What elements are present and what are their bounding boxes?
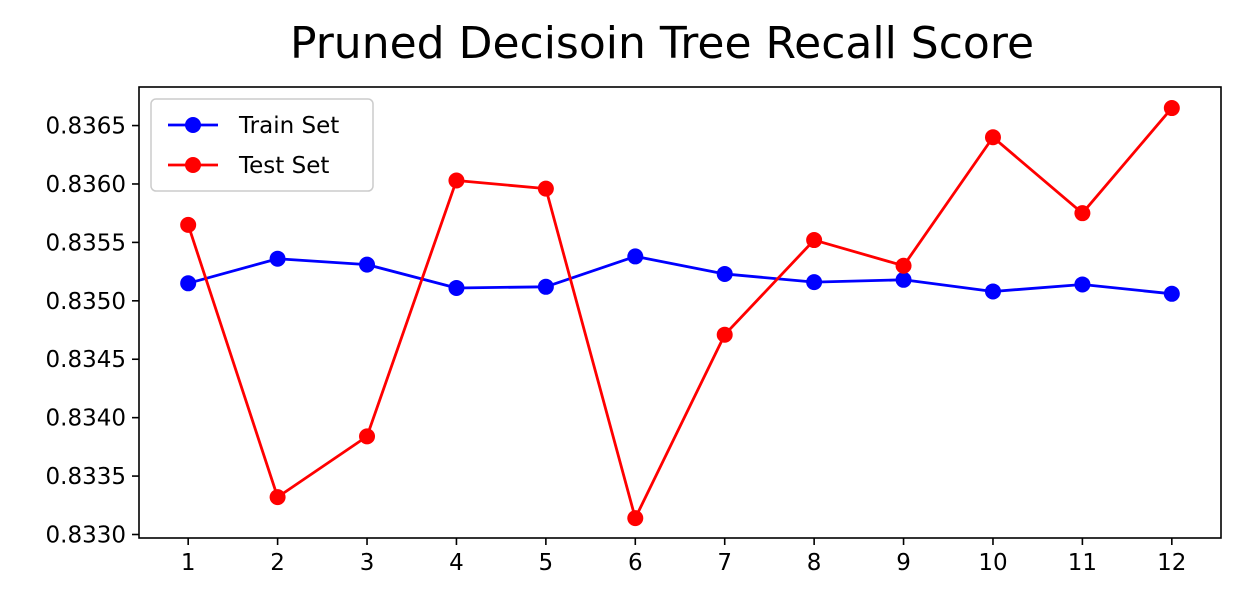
x-tick-label: 10	[978, 550, 1007, 576]
y-tick-label: 0.8335	[46, 464, 126, 490]
series-train-set	[180, 248, 1180, 302]
data-point-test-set	[895, 257, 912, 274]
data-point-test-set	[1163, 100, 1180, 117]
x-tick-label: 5	[539, 550, 554, 576]
data-point-train-set	[269, 250, 286, 267]
data-point-test-set	[627, 510, 644, 527]
x-tick-label: 9	[896, 550, 911, 576]
x-tick-label: 3	[360, 550, 375, 576]
data-point-train-set	[1163, 285, 1180, 302]
legend-marker-test-set	[185, 157, 201, 173]
data-point-train-set	[359, 256, 376, 273]
x-tick-label: 12	[1157, 550, 1186, 576]
data-point-train-set	[716, 265, 733, 282]
data-point-test-set	[1074, 205, 1091, 222]
data-point-test-set	[984, 129, 1001, 146]
data-point-test-set	[448, 172, 465, 189]
data-point-test-set	[537, 180, 554, 197]
data-point-test-set	[806, 232, 823, 249]
data-point-train-set	[984, 283, 1001, 300]
y-axis: 0.8330 0.8335 0.8340 0.8345 0.8350 0.8355 0.83…	[46, 114, 139, 548]
legend-box	[150, 98, 374, 192]
y-tick-label: 0.8365	[46, 114, 126, 140]
data-point-test-set	[269, 489, 286, 506]
data-point-test-set	[716, 326, 733, 343]
data-point-train-set	[1074, 276, 1091, 293]
series-test-set	[180, 100, 1180, 527]
data-point-test-set	[180, 216, 197, 233]
y-tick-label: 0.8350	[46, 289, 126, 315]
data-point-test-set	[359, 428, 376, 445]
series-layer	[180, 100, 1180, 527]
data-point-train-set	[627, 248, 644, 265]
y-tick-label: 0.8330	[46, 522, 126, 548]
y-tick-label: 0.8340	[46, 406, 126, 432]
y-tick-label: 0.8355	[46, 230, 126, 256]
x-axis: 1 2 3 4 5 6 7 8 9 10 11 12	[181, 538, 1186, 576]
series-line-test-set	[186, 107, 1173, 520]
x-tick-label: 6	[628, 550, 643, 576]
x-tick-label: 2	[270, 550, 285, 576]
data-point-train-set	[180, 275, 197, 292]
x-tick-label: 7	[717, 550, 732, 576]
legend-marker-train-set	[185, 117, 201, 133]
y-tick-label: 0.8345	[46, 347, 126, 373]
x-tick-label: 8	[807, 550, 822, 576]
y-tick-label: 0.8360	[46, 172, 126, 198]
series-line-train-set	[187, 255, 1172, 296]
data-point-train-set	[806, 274, 823, 291]
legend-label-train-set: Train Set	[238, 113, 339, 139]
x-tick-label: 1	[181, 550, 196, 576]
legend-label-test-set: Test Set	[238, 153, 329, 179]
data-point-train-set	[537, 278, 554, 295]
data-point-train-set	[448, 279, 465, 296]
legend: Train Set Test Set	[150, 98, 374, 192]
chart-title: Pruned Decisoin Tree Recall Score	[290, 18, 1034, 69]
x-tick-label: 11	[1068, 550, 1097, 576]
data-point-train-set	[895, 271, 912, 288]
x-tick-label: 4	[449, 550, 464, 576]
